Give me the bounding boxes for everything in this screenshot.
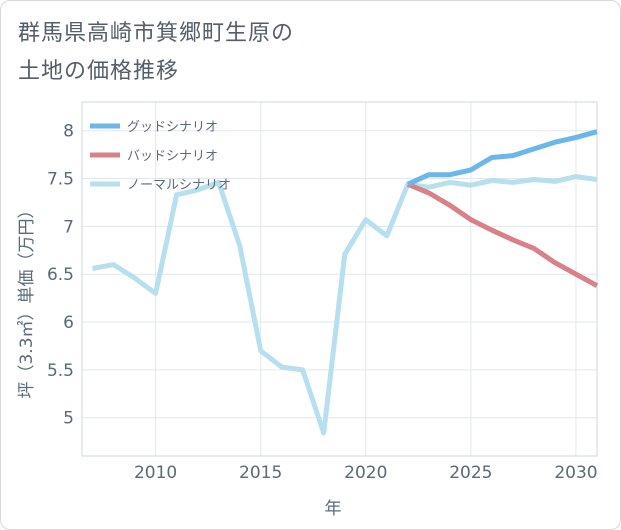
y-tick-label: 7.5 [47,170,74,190]
chart-title-line-1: 群馬県高崎市箕郷町生原の [18,21,295,46]
x-tick-label: 2010 [134,463,177,483]
y-tick-label: 5.5 [47,361,74,381]
x-tick-labels: 2010 2015 2020 2025 2030 [134,463,598,483]
y-axis-title: 坪（3.3㎡）単価（万円） [17,201,37,398]
legend-item-label: ノーマルシナリオ [127,178,231,193]
series-lines [92,129,599,436]
y-tick-label: 6.5 [47,265,74,285]
legend-item-label: バッドシナリオ [127,149,218,164]
chart-title: 群馬県高崎市箕郷町生原の 土地の価格推移 [18,15,294,91]
series-line-2 [92,174,598,436]
chart-title-line-2: 土地の価格推移 [18,59,180,84]
x-tick-label: 2015 [239,463,282,483]
series-line-1 [406,181,599,288]
x-tick-label: 2025 [449,463,492,483]
gridlines [82,102,597,456]
plot-area-frame [81,101,598,457]
y-tick-labels: 5 5.5 6 6.5 7 7.5 8 [47,122,74,429]
y-tick-label: 6 [63,313,74,333]
y-tick-label: 7 [63,217,74,237]
series-line-0 [406,129,598,187]
x-axis-title: 年 [325,499,342,519]
y-tick-label: 8 [63,122,74,142]
x-tick-label: 2020 [344,463,387,483]
x-tick-label: 2030 [554,463,597,483]
y-tick-label: 5 [63,409,74,429]
legend-item-label: グッドシナリオ [127,120,218,135]
